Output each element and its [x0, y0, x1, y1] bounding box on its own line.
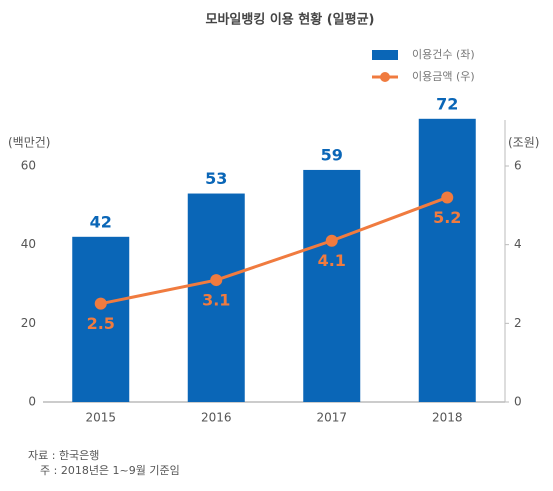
- source: 자료 : 한국은행: [28, 449, 99, 462]
- chart-title: 모바일뱅킹 이용 현황 (일평균): [206, 12, 375, 28]
- x-tick-label: 2017: [316, 411, 347, 425]
- bar: [418, 118, 476, 403]
- legend-label: 이용금액 (우): [412, 70, 475, 83]
- x-tick-label: 2016: [201, 411, 232, 425]
- note: 주 : 2018년은 1~9월 기준임: [40, 464, 180, 477]
- bar: [72, 236, 130, 402]
- bar-value-label: 72: [436, 94, 458, 113]
- line-value-label: 2.5: [87, 314, 115, 333]
- line-point: [441, 191, 454, 204]
- legend-label: 이용건수 (좌): [412, 48, 475, 61]
- y2-axis-label: (조원): [508, 136, 539, 150]
- line-value-label: 4.1: [318, 251, 346, 270]
- line-point: [94, 297, 107, 310]
- line-value-label: 3.1: [202, 291, 230, 310]
- line-point: [210, 274, 223, 287]
- y-axis-label: (백만건): [8, 136, 50, 150]
- y-tick-label: 60: [21, 159, 36, 173]
- y2-tick-label: 6: [514, 159, 522, 173]
- y2-tick-label: 2: [514, 316, 522, 330]
- bar: [303, 169, 361, 402]
- legend-swatch: [372, 50, 398, 60]
- y-tick-label: 40: [21, 237, 36, 251]
- bar-value-label: 59: [321, 145, 343, 164]
- y2-tick-label: 4: [514, 237, 522, 251]
- x-tick-label: 2018: [432, 411, 463, 425]
- y-tick-label: 0: [28, 395, 36, 409]
- bar-value-label: 53: [205, 169, 227, 188]
- x-tick-label: 2015: [85, 411, 116, 425]
- y2-tick-label: 0: [514, 395, 522, 409]
- bar: [187, 193, 245, 402]
- line: [100, 196, 448, 306]
- line-value-label: 5.2: [433, 208, 461, 227]
- bar-value-label: 42: [90, 212, 112, 231]
- y-tick-label: 20: [21, 316, 36, 330]
- legend-swatch: [380, 72, 390, 82]
- line-point: [325, 234, 338, 247]
